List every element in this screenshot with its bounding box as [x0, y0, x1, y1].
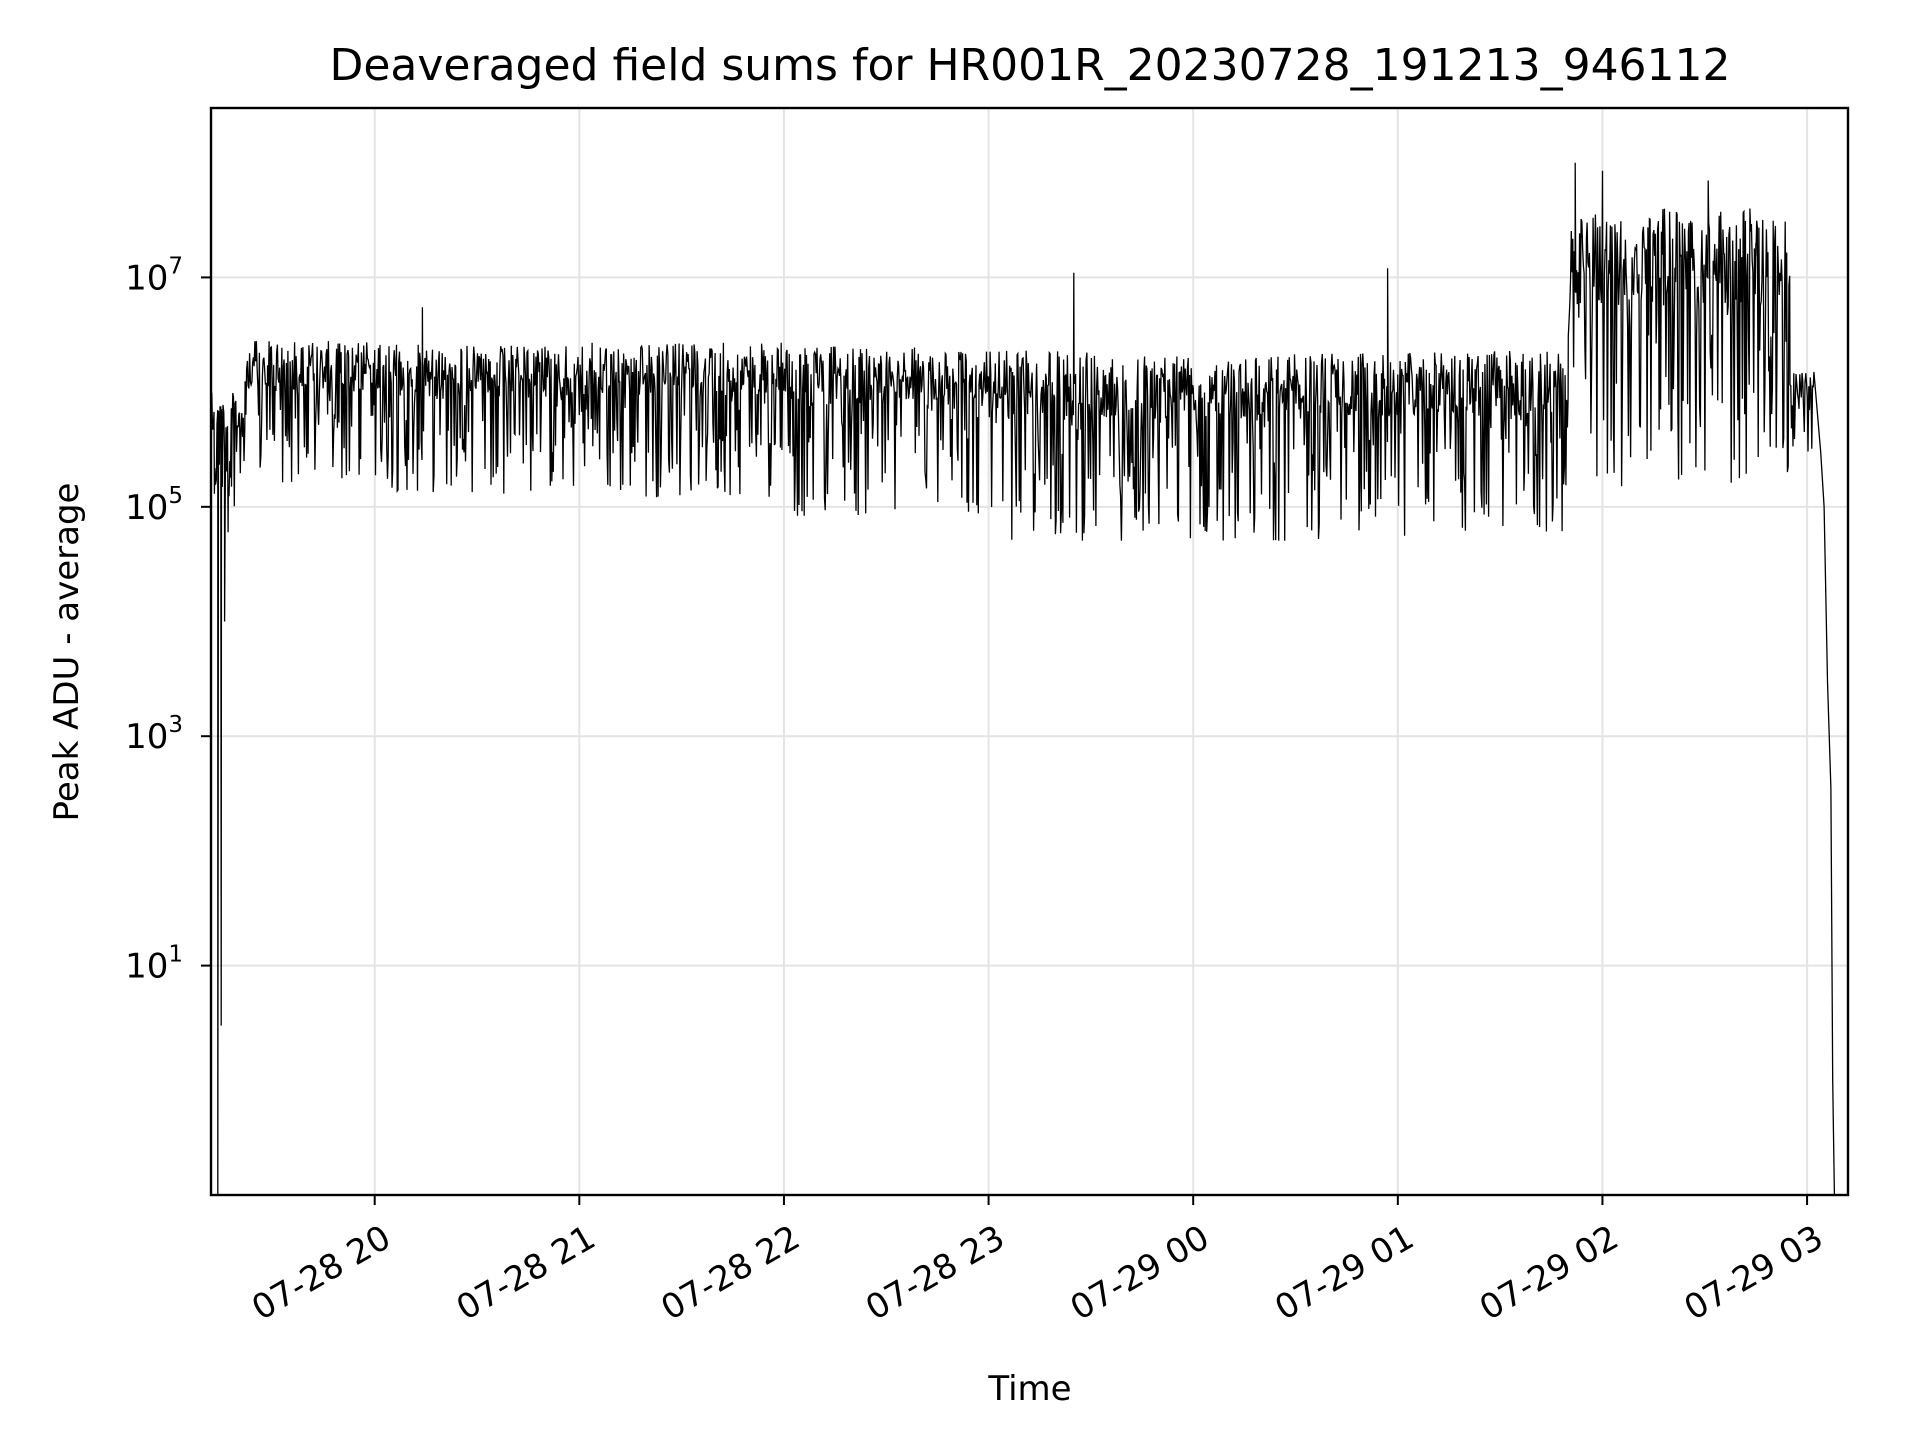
x-tick-label: 07-29 02: [1473, 1218, 1625, 1329]
x-tick-label: 07-29 01: [1268, 1218, 1420, 1329]
x-tick-label: 07-29 00: [1064, 1218, 1216, 1329]
y-tick-label: 105: [125, 483, 183, 528]
x-tick-label: 07-28 23: [859, 1218, 1011, 1329]
x-axis: 07-28 20 07-28 21 07-28 22 07-28 23 07-29 00…: [245, 1195, 1830, 1329]
y-tick-label: 101: [125, 942, 183, 987]
y-tick-label: 107: [125, 253, 183, 298]
series-path: [210, 162, 1836, 1196]
y-axis-label: Peak ADU - average: [47, 483, 87, 822]
x-tick-label: 07-28 20: [245, 1218, 397, 1329]
grid: [211, 108, 1848, 1195]
plot-frame: [209, 106, 1850, 1197]
x-tick-label: 07-28 22: [654, 1218, 806, 1329]
y-axis: 101 103 105 107: [125, 253, 211, 987]
y-tick-label: 103: [125, 712, 183, 757]
x-tick-label: 07-29 03: [1678, 1218, 1830, 1329]
x-tick-label: 07-28 21: [450, 1218, 602, 1329]
x-axis-label: Time: [987, 1369, 1071, 1409]
chart-title: Deaveraged field sums for HR001R_2023072…: [329, 40, 1730, 91]
series-line: [210, 162, 1836, 1196]
